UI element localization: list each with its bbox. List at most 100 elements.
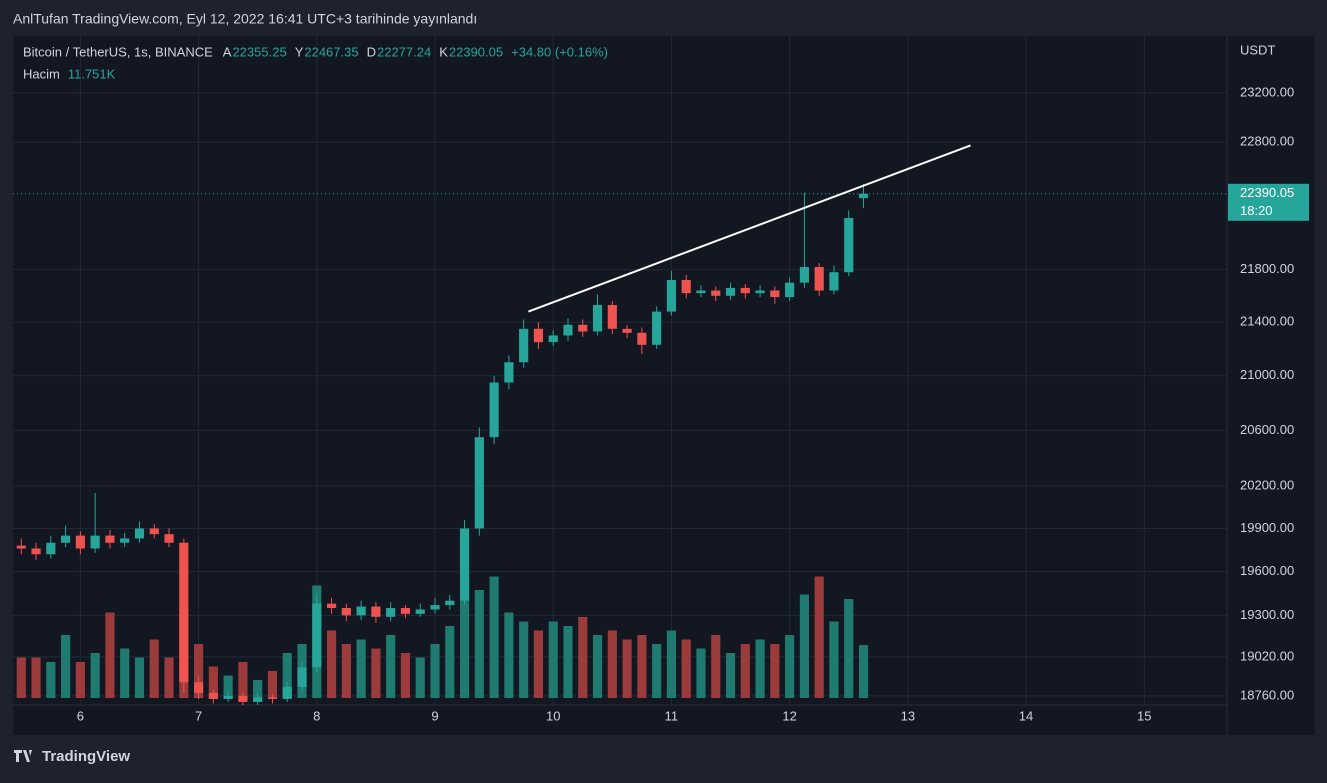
volume-name: Hacim bbox=[23, 66, 60, 81]
candle-body bbox=[386, 608, 396, 617]
volume-bar bbox=[282, 653, 292, 698]
candle-body bbox=[504, 362, 514, 383]
x-tick-label: 12 bbox=[782, 708, 796, 723]
candle-body bbox=[785, 282, 795, 298]
volume-bar bbox=[844, 599, 854, 698]
candle-body bbox=[75, 535, 85, 549]
y-tick-label: 18760.00 bbox=[1240, 687, 1294, 702]
volume-bar bbox=[194, 644, 204, 698]
candle-body bbox=[459, 528, 470, 601]
candle-body bbox=[61, 535, 71, 543]
countdown: 18:20 bbox=[1240, 203, 1273, 218]
y-tick-label: 19900.00 bbox=[1240, 520, 1294, 535]
volume-bar bbox=[489, 576, 499, 698]
volume-bar bbox=[474, 590, 484, 698]
volume-bar bbox=[400, 653, 411, 698]
logo: TradingView bbox=[14, 748, 130, 765]
volume-bar bbox=[430, 644, 440, 698]
candle-body bbox=[548, 335, 558, 343]
ohlc-value: 22277.24 bbox=[377, 44, 431, 59]
candle-body bbox=[799, 267, 809, 283]
ohlc-value: 22390.05 bbox=[449, 44, 503, 59]
x-tick-label: 11 bbox=[665, 708, 679, 723]
candle-body bbox=[90, 535, 100, 549]
y-tick-label: 20600.00 bbox=[1240, 422, 1294, 437]
ohlc-label: D bbox=[367, 44, 376, 59]
candle-body bbox=[637, 332, 647, 345]
candle-body bbox=[341, 608, 351, 616]
x-tick-label: 15 bbox=[1137, 708, 1151, 723]
ohlc-value: 22467.35 bbox=[304, 44, 358, 59]
volume-bar bbox=[105, 612, 115, 698]
volume-bar bbox=[223, 675, 233, 698]
volume-bar bbox=[46, 662, 56, 698]
candle-body bbox=[814, 267, 824, 291]
candle-body bbox=[844, 217, 854, 273]
ohlc-value: 22355.25 bbox=[232, 44, 286, 59]
candle-body bbox=[46, 542, 56, 555]
volume-bar bbox=[371, 648, 381, 698]
candle-body bbox=[563, 324, 573, 336]
volume-bar bbox=[75, 662, 85, 698]
candle-body bbox=[238, 695, 248, 702]
volume-bar bbox=[149, 639, 159, 698]
candle-body bbox=[474, 437, 484, 529]
symbol: Bitcoin / TetherUS, 1s, BINANCE bbox=[23, 44, 213, 59]
volume-bar bbox=[725, 653, 736, 698]
y-tick-label: 19300.00 bbox=[1240, 607, 1294, 622]
candle-body bbox=[16, 545, 26, 549]
volume-bar bbox=[267, 671, 278, 698]
plot-area bbox=[13, 36, 1315, 735]
volume-bar bbox=[31, 657, 41, 698]
y-tick-label: 20200.00 bbox=[1240, 477, 1294, 492]
volume-bar bbox=[253, 680, 263, 698]
volume-bar bbox=[386, 635, 396, 698]
candle-body bbox=[371, 606, 381, 617]
candle-body bbox=[696, 290, 706, 294]
candle-body bbox=[400, 608, 411, 614]
ohlc-label: Y bbox=[295, 44, 304, 59]
logo-icon bbox=[14, 750, 32, 762]
candle-body bbox=[829, 272, 839, 291]
volume-bar bbox=[770, 644, 780, 698]
ohlc-label: A bbox=[223, 44, 232, 59]
candle-body bbox=[105, 535, 115, 543]
candle-body bbox=[120, 538, 130, 543]
x-tick-label: 8 bbox=[313, 708, 320, 723]
y-tick-label: 21400.00 bbox=[1240, 314, 1294, 329]
candle-body bbox=[607, 304, 617, 329]
volume-bar bbox=[622, 639, 632, 698]
candle-body bbox=[267, 697, 278, 699]
volume-bar bbox=[696, 648, 706, 698]
published-note: AnlTufan TradingView.com, Eyl 12, 2022 1… bbox=[13, 11, 477, 27]
volume-bar bbox=[134, 657, 145, 698]
candle-body bbox=[208, 692, 218, 699]
candle-body bbox=[282, 686, 292, 699]
volume-bar bbox=[61, 635, 71, 698]
volume-bar bbox=[341, 644, 351, 698]
volume-pane bbox=[16, 572, 869, 698]
volume-bar bbox=[711, 635, 721, 698]
candle-body bbox=[489, 382, 499, 438]
volume-bar bbox=[459, 572, 470, 698]
candle-body bbox=[681, 280, 691, 294]
candle-body bbox=[430, 605, 440, 610]
candle-body bbox=[666, 280, 677, 312]
candle-body bbox=[164, 534, 174, 543]
last-price-label: 22390.05 bbox=[1240, 185, 1294, 200]
candle-body bbox=[740, 287, 750, 294]
volume-bar bbox=[799, 594, 809, 698]
volume-label: 11.751K bbox=[68, 66, 116, 81]
volume-bar bbox=[578, 617, 588, 698]
volume-bar bbox=[666, 630, 677, 698]
candle-body bbox=[858, 193, 869, 199]
volume-bar bbox=[548, 621, 558, 698]
volume-bar bbox=[533, 630, 544, 698]
y-tick-label: 19020.00 bbox=[1240, 648, 1294, 663]
candle-body bbox=[179, 542, 189, 683]
candle-body bbox=[31, 548, 41, 555]
volume-bar bbox=[16, 657, 26, 698]
candle-body bbox=[415, 609, 425, 614]
candle-body bbox=[622, 328, 632, 333]
volume-bar bbox=[504, 612, 514, 698]
